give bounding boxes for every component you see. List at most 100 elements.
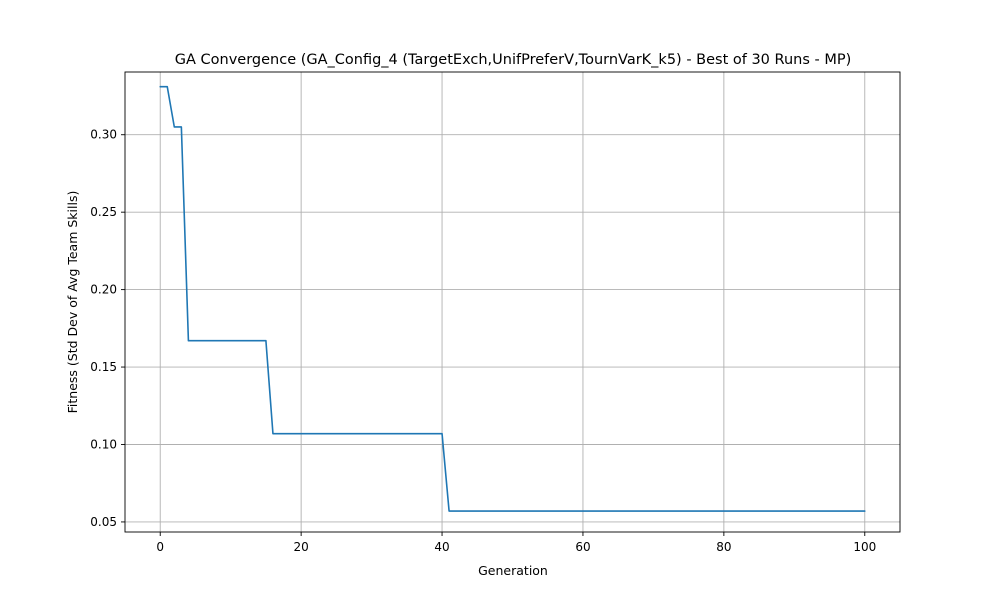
data-point bbox=[462, 510, 464, 512]
x-axis-label: Generation bbox=[478, 563, 548, 578]
y-tick-label: 0.05 bbox=[90, 515, 117, 529]
data-point bbox=[730, 510, 732, 512]
data-point bbox=[174, 126, 176, 128]
y-tick-label: 0.25 bbox=[90, 205, 117, 219]
data-point bbox=[575, 510, 577, 512]
data-point bbox=[561, 510, 563, 512]
data-point bbox=[617, 510, 619, 512]
data-point bbox=[695, 510, 697, 512]
data-point bbox=[223, 340, 225, 342]
data-point bbox=[779, 510, 781, 512]
data-point bbox=[646, 510, 648, 512]
data-point bbox=[188, 340, 190, 342]
data-point bbox=[230, 340, 232, 342]
x-tick-label: 20 bbox=[293, 540, 308, 554]
data-point bbox=[166, 86, 168, 88]
data-point bbox=[582, 510, 584, 512]
data-point bbox=[371, 433, 373, 435]
data-point bbox=[822, 510, 824, 512]
data-point bbox=[631, 510, 633, 512]
data-point bbox=[343, 433, 345, 435]
data-point bbox=[413, 433, 415, 435]
data-point bbox=[519, 510, 521, 512]
data-point bbox=[455, 510, 457, 512]
data-point bbox=[357, 433, 359, 435]
y-tick-label: 0.20 bbox=[90, 283, 117, 297]
data-point bbox=[639, 510, 641, 512]
data-point bbox=[336, 433, 338, 435]
data-point bbox=[272, 433, 274, 435]
data-point bbox=[772, 510, 774, 512]
data-point bbox=[512, 510, 514, 512]
data-point bbox=[667, 510, 669, 512]
data-point bbox=[836, 510, 838, 512]
data-point bbox=[392, 433, 394, 435]
data-point bbox=[244, 340, 246, 342]
data-point bbox=[568, 510, 570, 512]
y-tick-label: 0.30 bbox=[90, 128, 117, 142]
data-point bbox=[491, 510, 493, 512]
data-point bbox=[427, 433, 429, 435]
data-point bbox=[279, 433, 281, 435]
data-point bbox=[808, 510, 810, 512]
data-point bbox=[702, 510, 704, 512]
data-point bbox=[829, 510, 831, 512]
data-point bbox=[674, 510, 676, 512]
data-point bbox=[681, 510, 683, 512]
grid-layer bbox=[125, 72, 900, 532]
data-point bbox=[589, 510, 591, 512]
data-point bbox=[469, 510, 471, 512]
data-point bbox=[321, 433, 323, 435]
data-point bbox=[251, 340, 253, 342]
data-point bbox=[181, 126, 183, 128]
data-point bbox=[399, 433, 401, 435]
data-point bbox=[258, 340, 260, 342]
data-point bbox=[420, 433, 422, 435]
data-point bbox=[716, 510, 718, 512]
data-point bbox=[801, 510, 803, 512]
data-point bbox=[441, 433, 443, 435]
data-point bbox=[202, 340, 204, 342]
data-point bbox=[688, 510, 690, 512]
x-tick-label: 80 bbox=[716, 540, 731, 554]
data-point bbox=[526, 510, 528, 512]
data-point bbox=[364, 433, 366, 435]
data-point bbox=[653, 510, 655, 512]
data-point bbox=[498, 510, 500, 512]
data-point bbox=[857, 510, 859, 512]
x-tick-label: 40 bbox=[434, 540, 449, 554]
plot-frame bbox=[124, 71, 901, 533]
data-point bbox=[533, 510, 535, 512]
data-point bbox=[350, 433, 352, 435]
data-point bbox=[195, 340, 197, 342]
data-point bbox=[660, 510, 662, 512]
x-tick-label: 0 bbox=[156, 540, 164, 554]
data-point bbox=[209, 340, 211, 342]
data-point bbox=[265, 340, 267, 342]
data-point bbox=[864, 510, 866, 512]
data-point bbox=[159, 86, 161, 88]
data-point bbox=[596, 510, 598, 512]
data-point bbox=[737, 510, 739, 512]
data-point bbox=[448, 510, 450, 512]
data-point bbox=[237, 340, 239, 342]
data-point bbox=[293, 433, 295, 435]
y-axis-label: Fitness (Std Dev of Avg Team Skills) bbox=[65, 191, 80, 414]
data-point bbox=[843, 510, 845, 512]
data-point bbox=[378, 433, 380, 435]
data-point bbox=[484, 510, 486, 512]
data-point bbox=[547, 510, 549, 512]
data-point bbox=[751, 510, 753, 512]
data-point bbox=[216, 340, 218, 342]
data-point bbox=[709, 510, 711, 512]
data-point bbox=[314, 433, 316, 435]
data-point bbox=[794, 510, 796, 512]
data-point bbox=[554, 510, 556, 512]
data-point bbox=[300, 433, 302, 435]
ticks-layer: 0 20 40 60 80 100 0.05 0.10 0.15 0.20 0.25 0.30 bbox=[90, 128, 876, 554]
chart-title: GA Convergence (GA_Config_4 (TargetExch,… bbox=[175, 52, 852, 68]
data-point bbox=[476, 510, 478, 512]
